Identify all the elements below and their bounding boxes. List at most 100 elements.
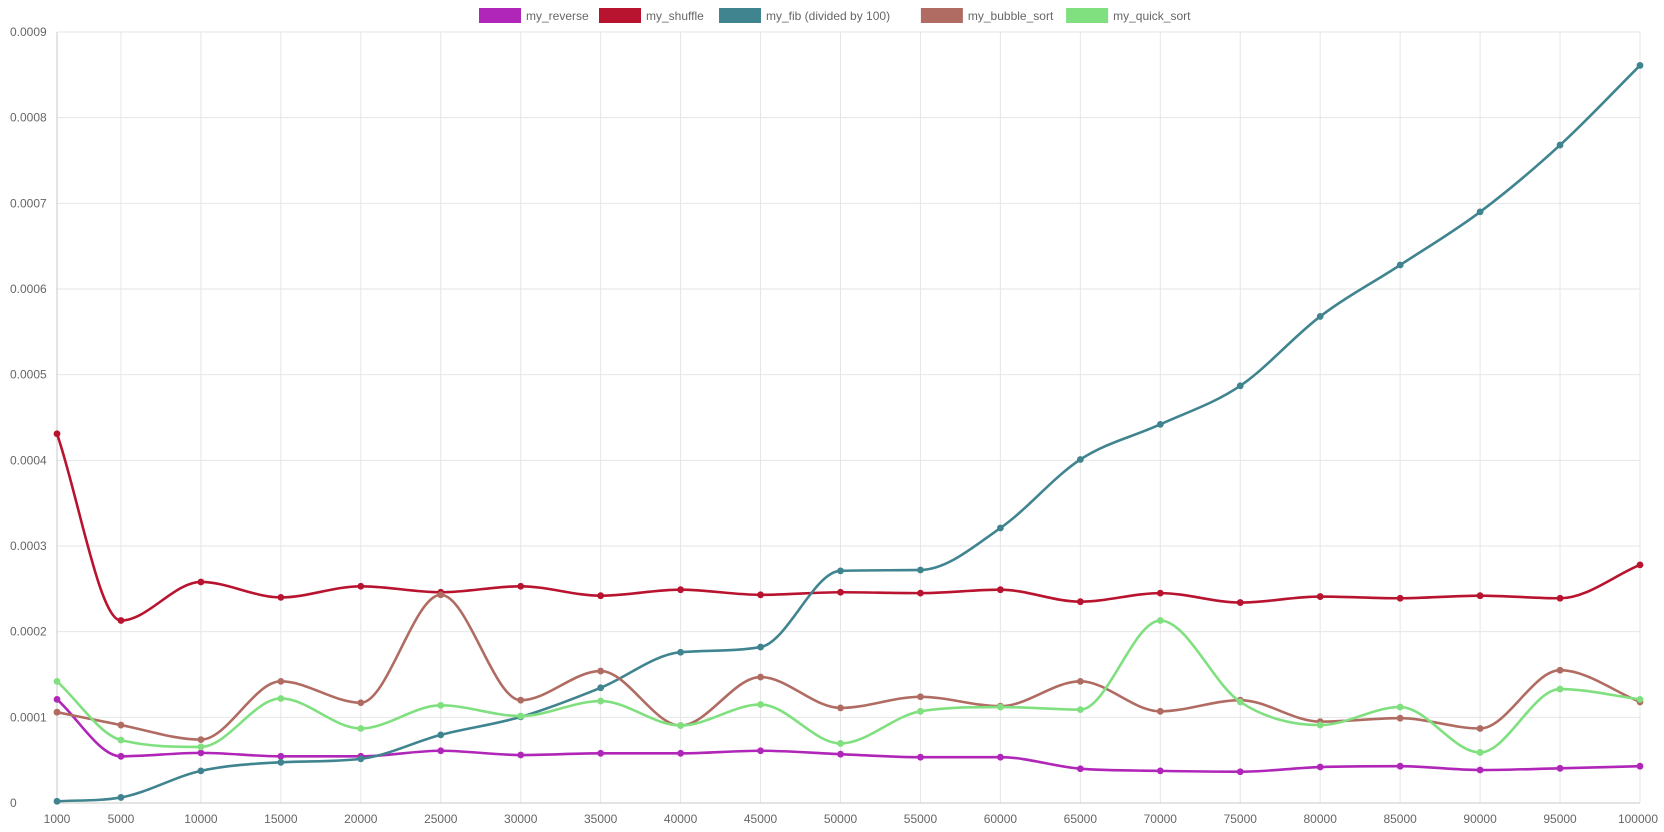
legend-swatch (920, 8, 963, 23)
y-tick-label: 0.0006 (10, 282, 47, 296)
data-point-my-fib-divided-by-100 (357, 755, 365, 763)
x-tick-label: 85000 (1383, 812, 1417, 826)
legend-item-my-shuffle[interactable]: my_shuffle (599, 8, 704, 23)
data-point-my-quick-sort (357, 725, 365, 732)
data-point-my-shuffle (677, 586, 685, 594)
data-point-my-fib-divided-by-100 (1316, 313, 1324, 320)
series-my-quick-sort (53, 617, 1644, 756)
data-point-my-fib-divided-by-100 (277, 758, 285, 766)
data-point-my-fib-divided-by-100 (757, 643, 764, 651)
data-point-my-shuffle (53, 430, 61, 438)
legend-item-my-quick-sort[interactable]: my_quick_sort (1066, 8, 1191, 23)
legend-swatch (599, 8, 641, 23)
data-point-my-reverse (1236, 768, 1244, 776)
x-tick-label: 20000 (344, 812, 378, 826)
data-point-my-reverse (1316, 763, 1324, 771)
x-tick-label: 1000 (44, 812, 71, 826)
data-point-my-reverse (277, 752, 285, 760)
legend-label: my_shuffle (646, 9, 704, 23)
series-my-reverse (53, 695, 1644, 776)
x-tick-label: 90000 (1463, 812, 1497, 826)
data-point-my-quick-sort (53, 677, 61, 685)
data-point-my-bubble-sort (1476, 725, 1484, 732)
data-point-my-shuffle (357, 582, 365, 590)
data-point-my-bubble-sort (437, 591, 445, 599)
data-point-my-quick-sort (1156, 617, 1164, 624)
x-tick-label: 45000 (744, 812, 778, 826)
series-line-my-quick-sort (56, 619, 1641, 754)
legend-item-my-reverse[interactable]: my_reverse (479, 8, 589, 23)
data-point-my-fib-divided-by-100 (917, 566, 924, 574)
data-point-my-reverse (1396, 762, 1404, 770)
legend-label: my_fib (divided by 100) (766, 9, 890, 23)
y-tick-label: 0.0003 (10, 539, 47, 553)
legend-swatch (719, 8, 761, 23)
x-tick-label: 5000 (108, 812, 135, 826)
x-tick-label: 35000 (584, 812, 618, 826)
legend[interactable]: my_reverse my_shuffle my_fib (divided by 1… (479, 8, 1191, 23)
y-tick-label: 0.0009 (10, 25, 47, 39)
data-point-my-quick-sort (677, 722, 685, 729)
y-tick-label: 0 (10, 796, 17, 810)
data-point-my-bubble-sort (1076, 677, 1084, 685)
data-point-my-reverse (677, 749, 685, 757)
data-point-my-fib-divided-by-100 (1636, 62, 1644, 69)
data-point-my-quick-sort (837, 740, 844, 747)
series-line-my-fib-divided-by-100 (56, 64, 1641, 803)
x-tick-label: 100000 (1618, 812, 1658, 826)
axis-layer: 0 0.0001 0.0002 0.0003 0.0004 0.0005 0.0006 0.0… (10, 25, 1658, 826)
legend-swatch (479, 8, 521, 23)
x-tick-label: 60000 (984, 812, 1018, 826)
data-point-my-reverse (597, 749, 605, 757)
data-point-my-quick-sort (1316, 721, 1324, 729)
y-tick-label: 0.0002 (10, 625, 47, 639)
data-point-my-shuffle (1156, 589, 1164, 597)
data-point-my-reverse (53, 695, 61, 703)
data-point-my-bubble-sort (197, 736, 205, 744)
x-tick-label: 30000 (504, 812, 538, 826)
data-point-my-shuffle (837, 588, 844, 596)
data-point-my-fib-divided-by-100 (117, 794, 125, 801)
legend-item-my-fib-divided-by-100[interactable]: my_fib (divided by 100) (719, 8, 890, 23)
x-tick-label: 40000 (664, 812, 698, 826)
data-point-my-reverse (1476, 766, 1484, 774)
data-point-my-shuffle (997, 586, 1004, 594)
data-point-my-fib-divided-by-100 (437, 731, 445, 739)
legend-item-my-bubble-sort[interactable]: my_bubble_sort (920, 8, 1054, 23)
series-layer (53, 62, 1644, 805)
data-point-my-reverse (117, 752, 125, 760)
data-point-my-reverse (197, 749, 205, 757)
data-point-my-quick-sort (197, 743, 205, 751)
legend-label: my_bubble_sort (968, 9, 1054, 23)
data-point-my-bubble-sort (757, 673, 764, 681)
data-point-my-shuffle (517, 582, 525, 590)
data-point-my-shuffle (1236, 599, 1244, 606)
x-tick-label: 10000 (184, 812, 218, 826)
y-tick-label: 0.0007 (10, 196, 47, 210)
data-point-my-shuffle (117, 617, 125, 624)
x-tick-label: 70000 (1144, 812, 1178, 826)
data-point-my-quick-sort (517, 712, 525, 720)
x-tick-label: 25000 (424, 812, 458, 826)
legend-swatch (1066, 8, 1109, 23)
data-point-my-reverse (997, 753, 1004, 761)
data-point-my-fib-divided-by-100 (1076, 456, 1084, 463)
data-point-my-fib-divided-by-100 (997, 524, 1004, 532)
series-line-my-shuffle (55, 433, 1641, 622)
data-point-my-reverse (1636, 762, 1644, 770)
x-tick-label: 15000 (264, 812, 298, 826)
data-point-my-bubble-sort (117, 721, 125, 729)
data-point-my-quick-sort (1476, 749, 1484, 756)
data-point-my-quick-sort (757, 701, 764, 708)
data-point-my-shuffle (757, 591, 764, 599)
x-tick-label: 55000 (904, 812, 938, 826)
data-point-my-quick-sort (437, 701, 445, 709)
data-point-my-shuffle (917, 589, 924, 597)
data-point-my-quick-sort (917, 707, 924, 715)
data-point-my-quick-sort (1396, 703, 1404, 711)
data-point-my-bubble-sort (1396, 714, 1404, 722)
data-point-my-reverse (1156, 767, 1164, 775)
x-tick-label: 95000 (1543, 812, 1577, 826)
data-point-my-shuffle (1636, 561, 1644, 569)
